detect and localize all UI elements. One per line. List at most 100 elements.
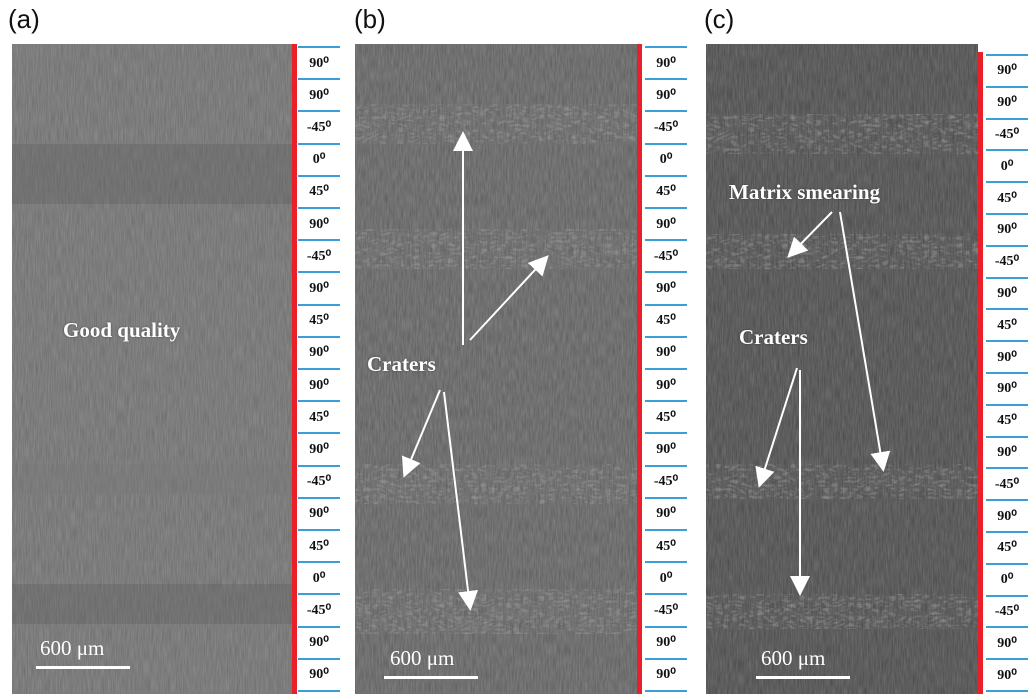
panel-c-label: (c): [704, 4, 735, 34]
ply-angle-label: 90⁰: [997, 349, 1017, 365]
ply-separator-line: [645, 239, 687, 242]
ply-angle-label: -45⁰: [306, 474, 332, 490]
ply-angle-label: 45⁰: [997, 190, 1017, 206]
ply-angle-label: 90⁰: [309, 441, 329, 457]
ply-separator-line: [645, 593, 687, 596]
ply-separator-line: [986, 244, 1028, 247]
ply-angle-label: 90⁰: [656, 55, 676, 71]
ply-separator-line: [986, 531, 1028, 533]
ply-separator-line: [986, 181, 1028, 184]
panel-c-scalebar-label: 600 μm: [761, 646, 826, 670]
ply-separator-line: [645, 625, 687, 628]
ply-angle-label: 90⁰: [656, 667, 676, 683]
ply-separator-line: [298, 464, 340, 467]
panel-b-annotation-craters: Craters: [367, 352, 436, 376]
ply-separator-line: [986, 658, 1028, 661]
ply-angle-label: 90⁰: [997, 95, 1017, 111]
ply-separator-line: [986, 54, 1028, 56]
ply-separator-line: [298, 561, 340, 564]
ply-angle-label: 90⁰: [656, 635, 676, 651]
ply-separator-line: [986, 690, 1028, 692]
ply-separator-line: [645, 657, 687, 660]
panel-b-marker-bar: [637, 44, 642, 694]
ply-angle-label: -45⁰: [994, 126, 1020, 142]
ply-angle-label: 90⁰: [309, 345, 329, 361]
ply-separator-line: [986, 213, 1028, 215]
ply-angle-label: 90⁰: [997, 667, 1017, 683]
ply-angle-label: 90⁰: [656, 377, 676, 393]
ply-separator-line: [645, 496, 687, 499]
ply-separator-line: [298, 496, 340, 499]
ply-angle-label: 90⁰: [997, 508, 1017, 524]
ply-angle-label: 90⁰: [309, 506, 329, 522]
panel-a-ply-scale: 90⁰ 90⁰ -45⁰ 0⁰ 45⁰ 90⁰ -45⁰ 90⁰ 45⁰ 90⁰ 90⁰ 45⁰ 90⁰…: [298, 44, 340, 694]
ply-separator-line: [298, 142, 340, 145]
panel-b-label: (b): [354, 4, 386, 34]
ply-angle-label: 45⁰: [656, 409, 676, 425]
ply-angle-label: 90⁰: [997, 285, 1017, 301]
ply-angle-label: 45⁰: [309, 313, 329, 329]
ply-separator-line: [298, 110, 340, 113]
ply-separator-line: [298, 690, 340, 692]
ply-angle-label: 0⁰: [659, 152, 673, 168]
ply-separator-line: [986, 372, 1028, 374]
panel-b-ply-scale: 90⁰ 90⁰ -45⁰ 0⁰ 45⁰ 90⁰ -45⁰ 90⁰ 45⁰ 90⁰ 90⁰ 45⁰ 90⁰…: [645, 44, 687, 694]
ply-separator-line: [986, 340, 1028, 343]
panel-b-micrograph: [355, 44, 637, 694]
ply-separator-line: [645, 78, 687, 81]
ply-separator-line: [298, 400, 340, 403]
ply-separator-line: [645, 335, 687, 338]
ply-separator-line: [645, 368, 687, 370]
ply-separator-line: [986, 403, 1028, 406]
panel-a-label: (a): [8, 4, 40, 34]
ply-separator-line: [986, 85, 1028, 88]
ply-angle-label: 90⁰: [997, 63, 1017, 79]
ply-angle-label: 0⁰: [1000, 572, 1014, 588]
ply-separator-line: [645, 46, 687, 48]
ply-separator-line: [986, 117, 1028, 120]
panel-b-scalebar-label: 600 μm: [390, 646, 455, 670]
ply-angle-label: -45⁰: [653, 248, 679, 264]
panel-c-marker-bar: [978, 52, 983, 694]
ply-angle-label: 90⁰: [656, 216, 676, 232]
ply-separator-line: [298, 368, 340, 370]
ply-angle-label: 45⁰: [309, 184, 329, 200]
ply-separator-line: [298, 46, 340, 48]
ply-separator-line: [645, 561, 687, 564]
ply-angle-label: 90⁰: [309, 87, 329, 103]
ply-separator-line: [986, 435, 1028, 438]
ply-separator-line: [986, 308, 1028, 311]
ply-angle-label: -45⁰: [653, 119, 679, 135]
ply-separator-line: [298, 335, 340, 338]
ply-angle-label: -45⁰: [994, 476, 1020, 492]
ply-separator-line: [298, 625, 340, 628]
ply-separator-line: [298, 657, 340, 660]
ply-angle-label: 0⁰: [312, 152, 326, 168]
ply-angle-label: 90⁰: [656, 345, 676, 361]
panel-a-micrograph: [12, 44, 292, 694]
panel-b-scalebar-line: [384, 676, 478, 679]
panel-a-annotation-good-quality: Good quality: [63, 318, 181, 342]
ply-separator-line: [645, 142, 687, 145]
ply-separator-line: [298, 432, 340, 435]
ply-angle-label: -45⁰: [306, 119, 332, 135]
ply-angle-label: 45⁰: [997, 540, 1017, 556]
ply-separator-line: [298, 303, 340, 306]
ply-angle-label: -45⁰: [653, 474, 679, 490]
ply-angle-label: 0⁰: [1000, 158, 1014, 174]
ply-angle-label: -45⁰: [653, 602, 679, 618]
ply-angle-label: -45⁰: [306, 248, 332, 264]
ply-separator-line: [645, 529, 687, 531]
ply-separator-line: [645, 400, 687, 403]
ply-angle-label: 90⁰: [997, 222, 1017, 238]
ply-angle-label: 45⁰: [997, 317, 1017, 333]
panel-c-micrograph: [706, 44, 978, 694]
ply-angle-label: 45⁰: [656, 538, 676, 554]
ply-separator-line: [986, 276, 1028, 279]
ply-separator-line: [298, 529, 340, 531]
ply-separator-line: [298, 207, 340, 209]
ply-angle-label: 45⁰: [656, 313, 676, 329]
ply-angle-label: 90⁰: [309, 280, 329, 296]
panel-a-scalebar-line: [36, 666, 130, 669]
ply-angle-label: 90⁰: [656, 280, 676, 296]
